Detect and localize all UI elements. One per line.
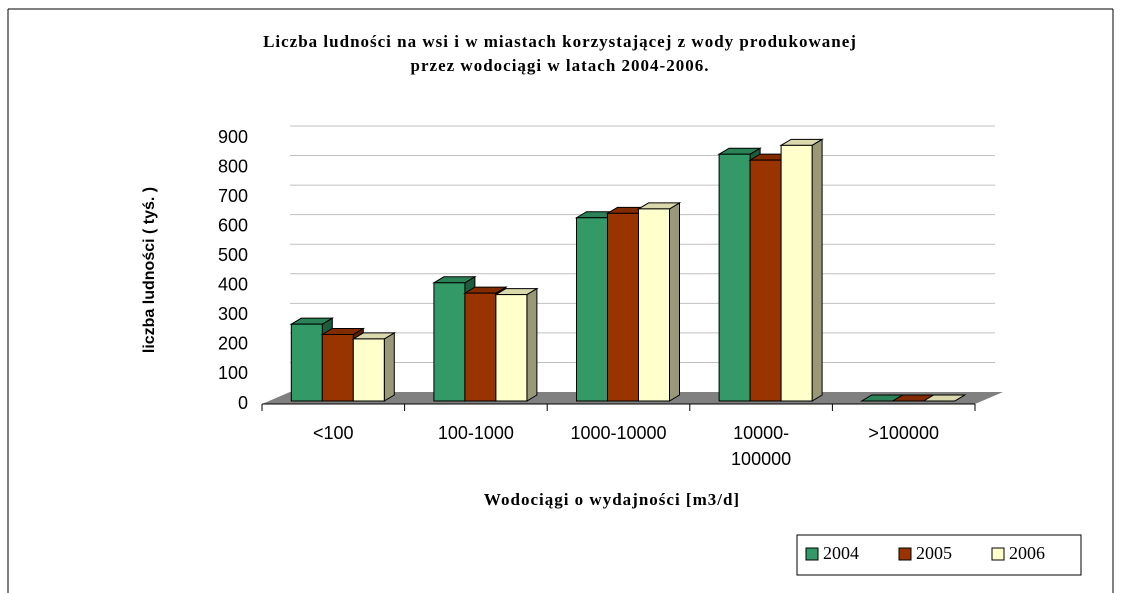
chart-title: Liczba ludności na wsi i w miastach korz… <box>263 32 857 75</box>
bar-front <box>576 217 608 402</box>
bar-front <box>290 323 323 402</box>
y-tick-label: 300 <box>218 304 248 324</box>
y-tick-label: 500 <box>218 245 248 265</box>
bar <box>636 202 682 402</box>
legend-label: 2005 <box>916 543 952 563</box>
legend-label: 2006 <box>1009 543 1045 563</box>
legend-swatch <box>898 547 912 561</box>
x-axis-title: Wodociągi o wydajności [m3/d] <box>483 490 741 509</box>
y-tick-label: 200 <box>218 334 248 354</box>
bar <box>494 287 539 402</box>
legend-swatch <box>991 547 1005 561</box>
bar-front <box>780 144 813 402</box>
bar <box>921 394 967 402</box>
x-tick-label: 1000-10000 <box>570 423 667 443</box>
bar-front <box>495 294 528 402</box>
y-tick-label: 900 <box>218 127 248 147</box>
legend <box>796 534 1082 576</box>
bar-side <box>526 287 538 402</box>
bar-front <box>749 159 782 402</box>
legend-swatch <box>805 547 819 561</box>
bar-front <box>352 338 385 402</box>
x-tick-label: 100-1000 <box>437 423 514 443</box>
bar-front <box>433 282 466 402</box>
bar-front <box>321 334 354 402</box>
bar-front <box>464 292 497 402</box>
y-tick-label: 100 <box>218 363 248 383</box>
y-tick-label: 800 <box>218 156 248 176</box>
x-tick-label: <100 <box>313 423 354 443</box>
y-tick-label: 0 <box>238 393 248 413</box>
bar-front <box>607 212 639 402</box>
x-tick-label: 10000- 100000 <box>731 423 792 469</box>
y-axis-title: liczba ludności ( tyś. ) <box>141 187 158 353</box>
bar-front <box>718 153 751 402</box>
legend-label: 2004 <box>823 543 859 563</box>
bar-side <box>383 332 395 402</box>
bar <box>779 138 824 402</box>
y-tick-label: 400 <box>218 275 248 295</box>
bar-side <box>669 202 680 402</box>
bar-top <box>921 394 967 402</box>
bar-front <box>638 208 670 402</box>
bar-side <box>811 138 823 402</box>
bar <box>351 332 397 402</box>
y-tick-label: 700 <box>218 186 248 206</box>
y-tick-label: 600 <box>218 215 248 235</box>
x-tick-label: >100000 <box>868 423 939 443</box>
